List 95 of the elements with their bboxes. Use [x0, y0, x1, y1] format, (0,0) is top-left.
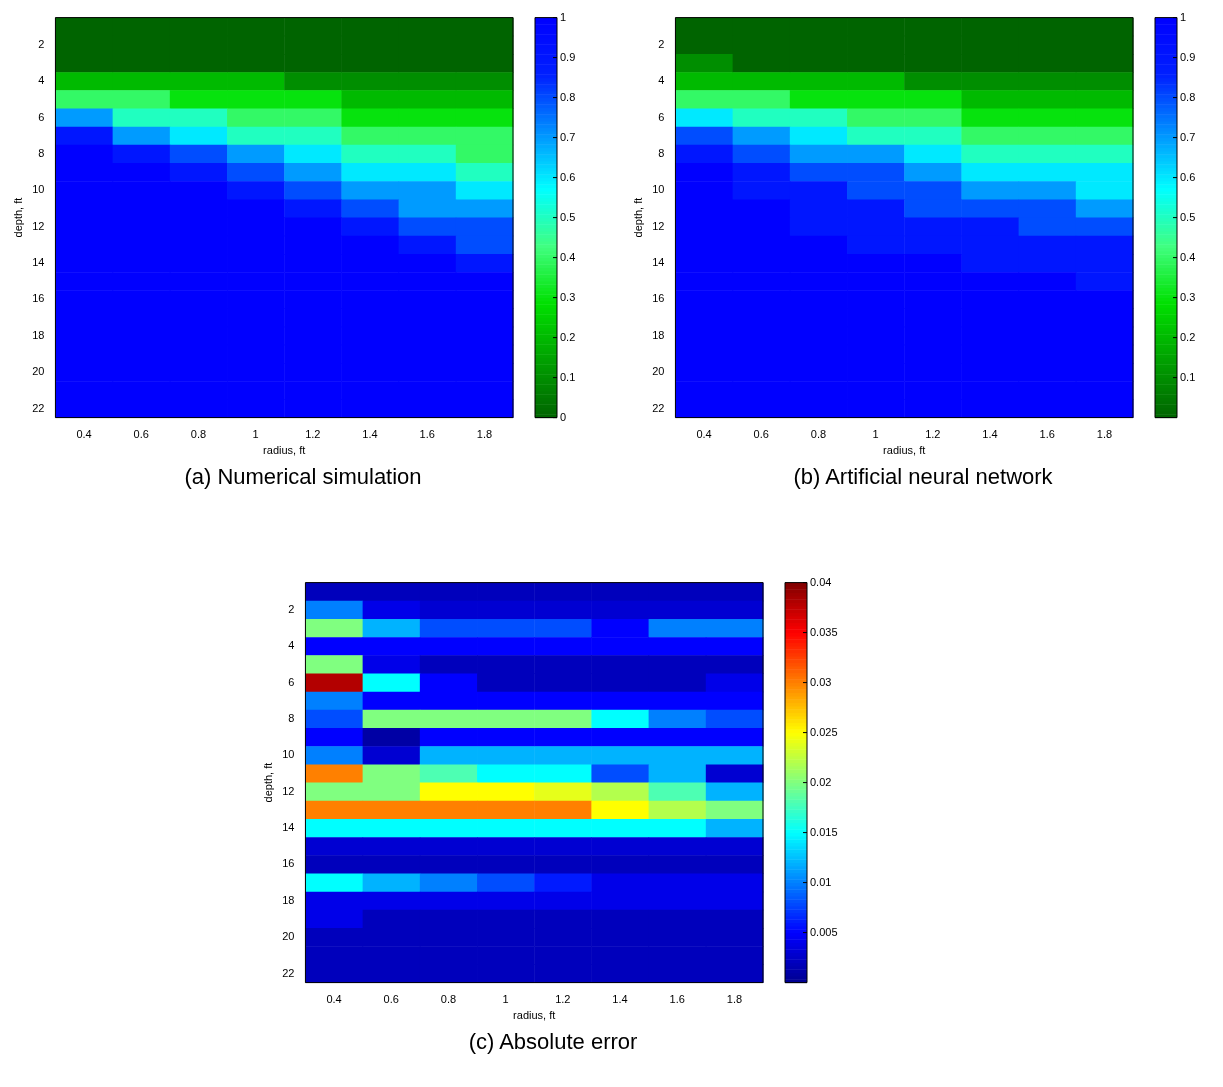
color-bar-label: 0.3 [560, 290, 576, 303]
y-tick-label: 6 [288, 675, 295, 688]
x-tick-label: 1.6 [419, 428, 435, 441]
y-tick-label: 18 [282, 893, 295, 906]
x-tick-label: 1.6 [1039, 428, 1055, 441]
color-bar-label: 0.005 [810, 925, 838, 938]
y-tick-label: 12 [652, 219, 665, 232]
x-tick-label: 0.8 [440, 993, 457, 1006]
x-tick-label: 1.4 [982, 428, 998, 441]
y-tick-label: 2 [658, 37, 665, 50]
y-axis-title: depth, ft [11, 197, 24, 238]
y-tick-label: 10 [32, 183, 45, 196]
x-tick-label: 1.8 [476, 428, 493, 441]
y-tick-label: 16 [652, 292, 665, 305]
x-tick-label: 1.4 [362, 428, 378, 441]
color-bar-label: 0.03 [810, 675, 832, 688]
color-bar-label: 0.9 [1180, 50, 1196, 63]
color-bar-label: 0.4 [560, 250, 576, 263]
y-tick-label: 14 [652, 256, 665, 269]
color-bar-label: 0.015 [810, 825, 838, 838]
y-tick-label: 14 [32, 256, 45, 269]
y-tick-label: 16 [32, 292, 45, 305]
x-tick-label: 0.8 [810, 428, 827, 441]
color-bar-label: 0.5 [560, 210, 576, 223]
color-bar-label: 0.6 [560, 170, 576, 183]
x-tick-label: 0.4 [76, 428, 92, 441]
y-tick-label: 8 [288, 711, 295, 724]
y-tick-label: 8 [38, 146, 45, 159]
y-tick-label: 12 [32, 219, 45, 232]
y-tick-label: 10 [652, 183, 665, 196]
x-axis-title: radius, ft [513, 1009, 556, 1022]
color-bar-label: 0.5 [1180, 210, 1196, 223]
x-axis-title: radius, ft [883, 444, 926, 457]
color-bar-label: 0.04 [810, 575, 832, 588]
color-bar-label: 0.9 [560, 50, 576, 63]
y-tick-label: 18 [32, 328, 45, 341]
x-tick-label: 0.4 [326, 993, 342, 1006]
color-bar-label: 0.025 [810, 725, 838, 738]
color-bar-label: 0.4 [1180, 250, 1196, 263]
y-tick-label: 20 [652, 365, 665, 378]
y-tick-label: 16 [282, 857, 295, 870]
color-bar-label: 0.7 [560, 130, 576, 143]
color-bar-label: 0.035 [810, 625, 838, 638]
color-bar-label: 0.8 [1180, 90, 1196, 103]
y-tick-label: 4 [38, 74, 45, 87]
x-tick-label: 0.8 [190, 428, 207, 441]
y-tick-label: 4 [288, 639, 295, 652]
x-tick-label: 1.4 [612, 993, 628, 1006]
y-tick-label: 12 [282, 784, 295, 797]
x-tick-label: 1.8 [726, 993, 743, 1006]
x-tick-label: 1.2 [305, 428, 321, 441]
color-bar-label: 1 [560, 10, 567, 23]
text: (a) Numerical simulation [183, 464, 423, 490]
x-axis-title: radius, ft [263, 444, 306, 457]
y-axis-title: depth, ft [631, 197, 644, 238]
color-bar-label: 0.3 [1180, 290, 1196, 303]
x-tick-label: 1.2 [925, 428, 941, 441]
x-tick-label: 1.6 [669, 993, 685, 1006]
color-bar-label: 0.8 [560, 90, 576, 103]
y-tick-label: 20 [282, 930, 295, 943]
text: (c) Absolute error [467, 1029, 639, 1055]
color-bar-label: 0 [560, 410, 567, 423]
x-tick-label: 0.4 [696, 428, 712, 441]
color-bar-label: 0.6 [1180, 170, 1196, 183]
x-tick-label: 1 [252, 428, 259, 441]
color-bar-label: 1 [1180, 10, 1187, 23]
y-tick-label: 2 [38, 37, 45, 50]
y-tick-label: 8 [658, 146, 665, 159]
y-tick-label: 22 [652, 401, 665, 414]
x-tick-label: 1.8 [1096, 428, 1113, 441]
x-tick-label: 0.6 [753, 428, 769, 441]
y-tick-label: 6 [658, 110, 665, 123]
y-tick-label: 22 [32, 401, 45, 414]
x-tick-label: 1 [502, 993, 509, 1006]
color-bar-label: 0.2 [560, 330, 576, 343]
y-tick-label: 10 [282, 748, 295, 761]
x-tick-label: 0.6 [383, 993, 399, 1006]
y-tick-label: 18 [652, 328, 665, 341]
y-axis-title: depth, ft [261, 762, 274, 803]
x-tick-label: 1 [872, 428, 879, 441]
y-tick-label: 4 [658, 74, 665, 87]
color-bar-label: 0.2 [1180, 330, 1196, 343]
y-tick-label: 6 [38, 110, 45, 123]
color-bar-label: 0.7 [1180, 130, 1196, 143]
y-tick-label: 2 [288, 602, 295, 615]
y-tick-label: 14 [282, 821, 295, 834]
color-bar-label: 0.02 [810, 775, 832, 788]
color-bar-label: 0.01 [810, 875, 832, 888]
y-tick-label: 22 [282, 966, 295, 979]
x-tick-label: 0.6 [133, 428, 149, 441]
x-tick-label: 1.2 [555, 993, 571, 1006]
color-bar-label: 0.1 [560, 370, 576, 383]
color-bar-label: 0.1 [1180, 370, 1196, 383]
text: (b) Artificial neural network [792, 464, 1054, 490]
y-tick-label: 20 [32, 365, 45, 378]
